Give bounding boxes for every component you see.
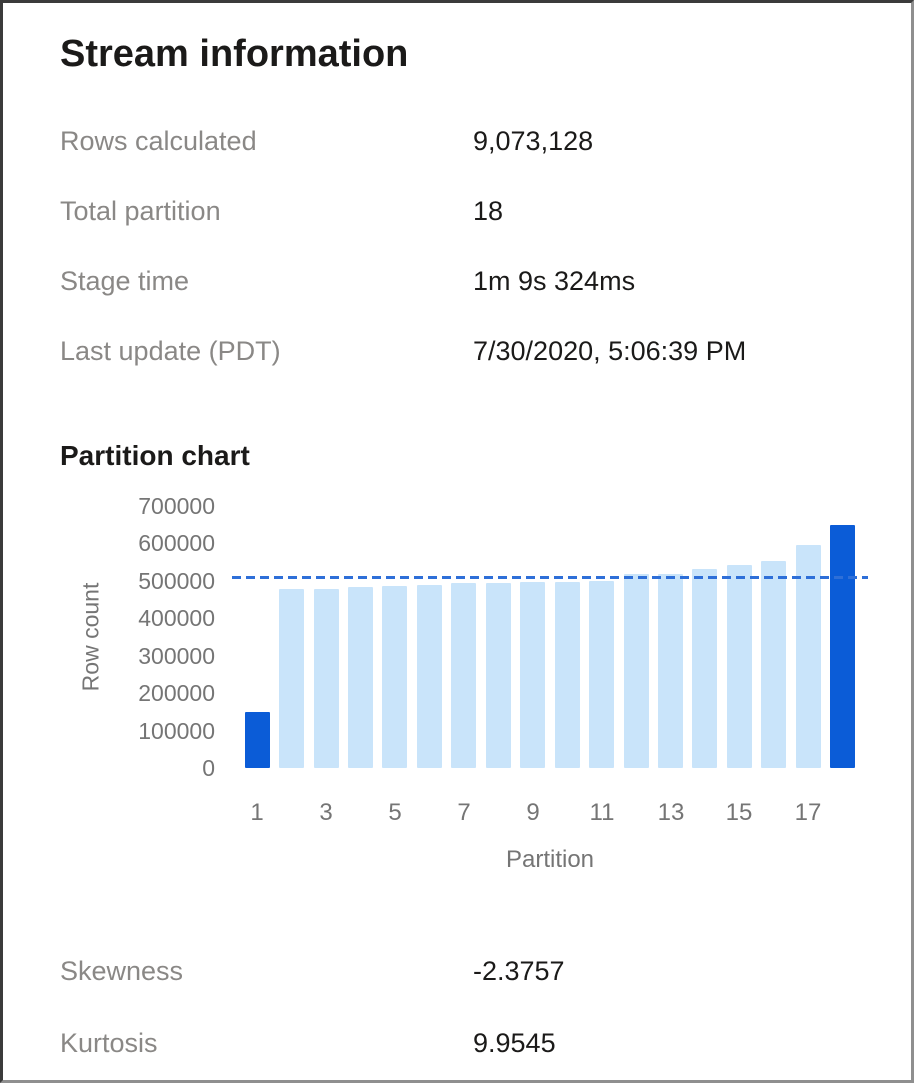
rows-calculated-value: 9,073,128 [473, 125, 594, 156]
last-update-value: 7/30/2020, 5:06:39 PM [473, 335, 747, 366]
bar-partition-6[interactable] [416, 585, 442, 768]
rows-calculated-label: Rows calculated [60, 125, 257, 156]
total-partition-label: Total partition [60, 195, 221, 226]
bar-partition-13[interactable] [657, 574, 683, 768]
stage-time-label: Stage time [60, 265, 190, 296]
bar-partition-10[interactable] [554, 582, 580, 768]
bar-slot [825, 506, 859, 768]
bar-partition-16[interactable] [761, 561, 787, 768]
info-row-stage-time: Stage time 1m 9s 324ms [60, 246, 860, 316]
partition-chart: 0 100000 200000 300000 400000 500000 600000 700… [3, 483, 914, 883]
y-axis-labels: 0 100000 200000 300000 400000 500000 600000 700… [3, 483, 215, 783]
total-partition-value: 18 [473, 195, 504, 226]
kurtosis-value: 9.9545 [473, 1027, 556, 1058]
bar-partition-3[interactable] [313, 589, 339, 768]
bar-partition-17[interactable] [795, 545, 821, 768]
bar-slot [619, 506, 653, 768]
bar-partition-9[interactable] [520, 582, 546, 768]
y-tick-label-400000: 400000 [138, 605, 215, 631]
last-update-label: Last update (PDT) [60, 335, 281, 366]
bar-slot [653, 506, 687, 768]
x-tick-label-13: 13 [657, 799, 685, 826]
bar-partition-2[interactable] [279, 589, 305, 768]
x-tick-label-15: 15 [725, 799, 753, 826]
bar-slot [343, 506, 377, 768]
bar-partition-5[interactable] [382, 586, 408, 768]
row-count-label: Row count [77, 582, 104, 692]
bar-partition-12[interactable] [623, 574, 649, 768]
bar-slot [688, 506, 722, 768]
bar-partition-18[interactable] [830, 525, 856, 768]
info-row-rows-calculated: Rows calculated 9,073,128 [60, 106, 860, 176]
stats-row-kurtosis: Kurtosis 9.9545 [60, 1007, 860, 1079]
bar-slot [584, 506, 618, 768]
bar-slot [481, 506, 515, 768]
partition-chart-title: Partition chart [60, 440, 250, 471]
bar-partition-1[interactable] [244, 712, 270, 768]
kurtosis-label: Kurtosis [60, 1027, 158, 1058]
y-tick-label-0: 0 [202, 755, 215, 781]
bar-slot [757, 506, 791, 768]
info-row-total-partition: Total partition 18 [60, 176, 860, 246]
bar-slot [240, 506, 274, 768]
bar-partition-4[interactable] [348, 587, 374, 768]
x-tick-label-3: 3 [319, 799, 333, 826]
bar-partition-8[interactable] [485, 583, 511, 768]
page-title: Stream information [60, 33, 409, 75]
info-rows: Rows calculated 9,073,128 Total partitio… [60, 106, 860, 386]
bar-partition-11[interactable] [589, 581, 615, 768]
stage-time-value: 1m 9s 324ms [473, 265, 636, 296]
bar-slot [309, 506, 343, 768]
x-axis-title: Partition [505, 846, 595, 873]
y-tick-label-100000: 100000 [138, 718, 215, 744]
bar-slot [550, 506, 584, 768]
bar-slot [447, 506, 481, 768]
x-tick-label-17: 17 [794, 799, 822, 826]
x-tick-label-11: 11 [589, 799, 615, 826]
skewness-value: -2.3757 [473, 955, 565, 986]
x-tick-label-7: 7 [457, 799, 471, 826]
bar-partition-14[interactable] [692, 569, 718, 768]
x-tick-label-9: 9 [526, 799, 540, 826]
info-row-last-update: Last update (PDT) 7/30/2020, 5:06:39 PM [60, 316, 860, 386]
bar-partition-15[interactable] [726, 565, 752, 768]
bar-slot [791, 506, 825, 768]
stats-rows: Skewness -2.3757 Kurtosis 9.9545 [60, 935, 860, 1079]
bar-partition-7[interactable] [451, 583, 477, 768]
average-row-count-line [232, 576, 868, 579]
plot-area [232, 506, 868, 768]
x-tick-label-5: 5 [388, 799, 402, 826]
x-tick-label-1: 1 [250, 799, 264, 826]
y-tick-label-600000: 600000 [138, 530, 215, 556]
y-tick-label-700000: 700000 [138, 493, 215, 519]
y-tick-label-500000: 500000 [138, 568, 215, 594]
y-tick-label-300000: 300000 [138, 643, 215, 669]
bar-slot [722, 506, 756, 768]
bar-slot [412, 506, 446, 768]
bar-slot [378, 506, 412, 768]
y-tick-label-200000: 200000 [138, 680, 215, 706]
skewness-label: Skewness [60, 955, 184, 986]
bar-slot [516, 506, 550, 768]
bar-slot [274, 506, 308, 768]
stats-row-skewness: Skewness -2.3757 [60, 935, 860, 1007]
